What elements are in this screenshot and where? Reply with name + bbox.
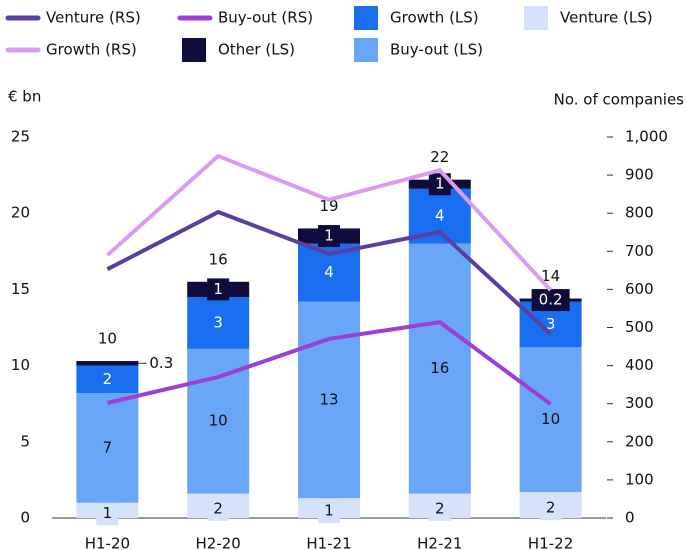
label-box (539, 494, 562, 521)
bar-segment (76, 365, 139, 394)
data-label: 1 (103, 504, 113, 522)
y2-tick-label: 500 (625, 318, 654, 336)
line (106, 210, 552, 336)
y2-tick-label: 700 (625, 242, 654, 260)
bar-segment (519, 347, 582, 493)
label-box (428, 494, 451, 521)
label-box (531, 289, 570, 312)
y2-tick-label: 900 (625, 166, 654, 184)
label-box (96, 499, 119, 526)
total-label: 10 (98, 330, 117, 348)
legend-swatch (524, 6, 548, 30)
data-label: 16 (430, 359, 449, 377)
y-tick-label: 10 (11, 356, 30, 374)
label-box (318, 497, 340, 524)
legend-label: Buy-out (RS) (218, 9, 313, 27)
total-label: 14 (541, 267, 560, 285)
data-label: 7 (103, 438, 113, 456)
y2-tick-label: 1,000 (625, 128, 668, 146)
legend-label: Buy-out (LS) (390, 41, 483, 59)
x-tick-label: H2-21 (417, 535, 462, 550)
data-label: 1 (435, 175, 445, 193)
data-label: 3 (546, 315, 556, 333)
data-label: 10 (209, 412, 228, 430)
label-box (318, 225, 340, 248)
legend-label: Venture (RS) (46, 9, 141, 27)
data-label: 0.2 (539, 291, 563, 309)
y-axis-title: € bn (8, 88, 41, 106)
data-label: 2 (435, 499, 445, 517)
label-box (207, 278, 230, 301)
y2-tick-label: 800 (625, 204, 654, 222)
data-label: 2 (103, 370, 113, 388)
bar-segment (408, 243, 471, 494)
y-tick-label: 5 (20, 432, 30, 450)
y2-tick-label: 400 (625, 356, 654, 374)
data-label: 13 (319, 390, 338, 408)
y2-tick-label: 0 (625, 509, 635, 527)
data-label: 1 (324, 502, 334, 520)
data-label: 3 (213, 313, 223, 331)
x-tick-label: H2-20 (196, 535, 241, 550)
total-label: 22 (430, 148, 449, 166)
y2-tick-label: 200 (625, 432, 654, 450)
line (106, 320, 552, 406)
data-label: 1 (324, 227, 334, 245)
x-tick-label: H1-21 (306, 535, 351, 550)
data-label: 2 (546, 499, 556, 517)
y2-tick-label: 600 (625, 280, 654, 298)
total-label: 16 (209, 250, 228, 268)
y2-tick-label: 300 (625, 394, 654, 412)
legend-swatch (354, 6, 378, 30)
line (106, 154, 553, 292)
y-tick-label: 20 (11, 204, 30, 222)
bar-segment (187, 348, 250, 494)
data-label: 4 (435, 207, 445, 225)
bar-segment (187, 297, 250, 349)
legend-label: Growth (LS) (390, 9, 479, 27)
bar-segment (76, 361, 139, 366)
legend-label: Venture (LS) (560, 9, 653, 27)
data-label: 10 (541, 410, 560, 428)
x-tick-label: H1-20 (85, 535, 130, 550)
data-label: 1 (213, 280, 223, 298)
y2-tick-label: 100 (625, 470, 654, 488)
y2-axis-title: No. of companies (554, 91, 685, 109)
legend-swatch (182, 38, 206, 62)
label-box (207, 494, 230, 521)
data-label: 4 (324, 263, 334, 281)
y-tick-label: 0 (20, 509, 30, 527)
legend-label: Other (LS) (218, 41, 295, 59)
legend-swatch (354, 38, 378, 62)
legend-label: Growth (RS) (46, 41, 137, 59)
y-tick-label: 15 (11, 280, 30, 298)
y-tick-label: 25 (11, 128, 30, 146)
data-label: 2 (213, 499, 223, 517)
data-label: 0.3 (149, 354, 173, 372)
total-label: 19 (319, 197, 338, 215)
bar-segment (76, 393, 139, 503)
x-tick-label: H1-22 (528, 535, 573, 550)
